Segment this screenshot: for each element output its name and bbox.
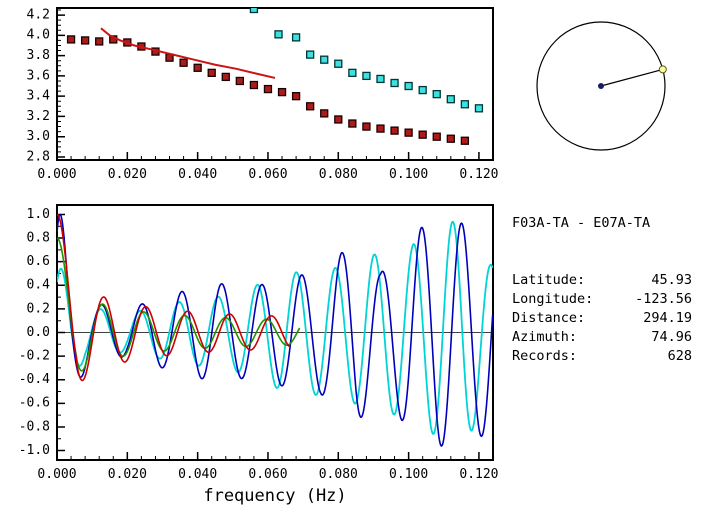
info-row: Longitude: -123.56 [512, 290, 692, 309]
dispersion-plot [0, 0, 500, 192]
station-info-panel: F03A-TA - E07A-TA Latitude: 45.93 Longitud… [512, 176, 692, 404]
station-pair-title: F03A-TA - E07A-TA [512, 215, 651, 231]
info-row: Distance: 294.19 [512, 309, 692, 328]
info-value: 45.93 [651, 272, 692, 288]
info-label: Distance: [512, 310, 586, 326]
info-label: Azimuth: [512, 329, 578, 345]
info-label: Latitude: [512, 272, 586, 288]
waveform-plot [0, 196, 500, 519]
info-value: -123.56 [635, 291, 692, 307]
info-label: Longitude: [512, 291, 594, 307]
info-row: Records: 628 [512, 347, 692, 366]
info-row: Latitude: 45.93 [512, 271, 692, 290]
info-value: 294.19 [643, 310, 692, 326]
info-value: 74.96 [651, 329, 692, 345]
station-info-rows: Latitude: 45.93 Longitude: -123.56 Distance:… [512, 271, 692, 366]
info-label: Records: [512, 348, 578, 364]
info-row: Azimuth: 74.96 [512, 328, 692, 347]
azimuth-circle [515, 10, 685, 160]
info-value: 628 [667, 348, 692, 364]
